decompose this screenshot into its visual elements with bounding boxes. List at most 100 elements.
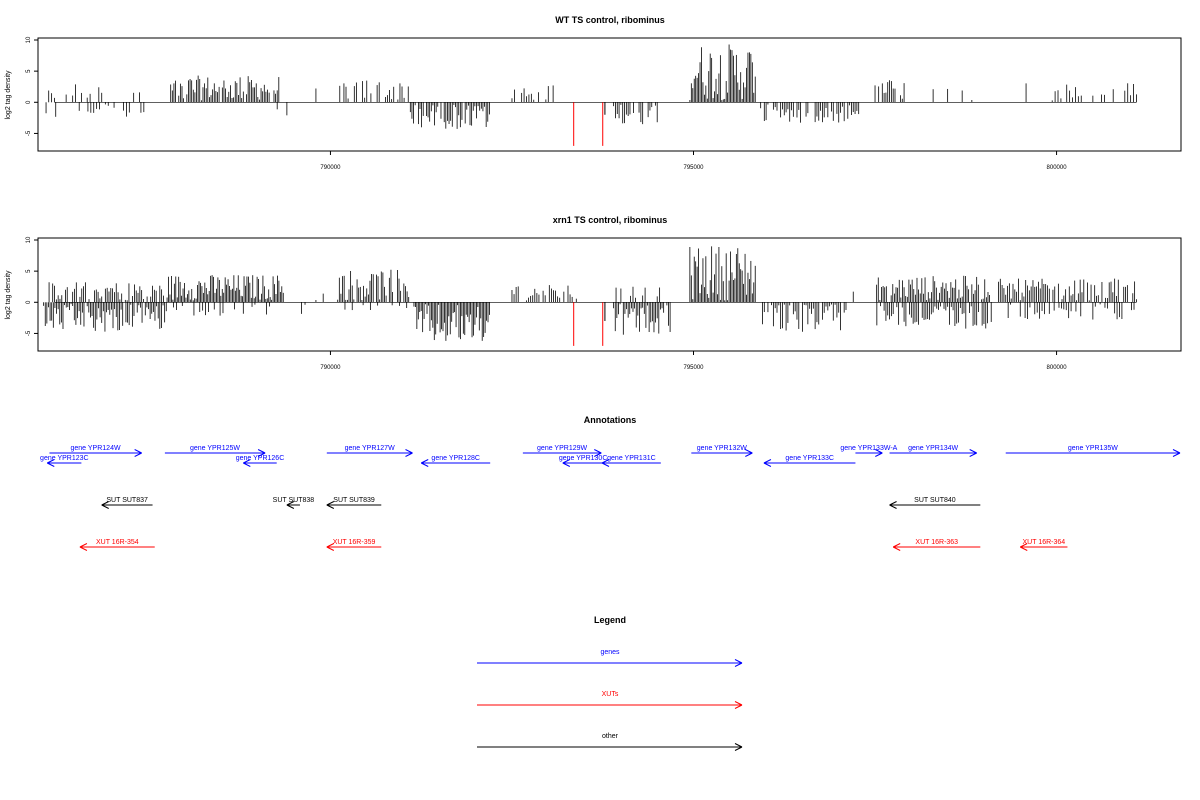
feature-arrow: [326, 449, 413, 457]
legend-title: Legend: [594, 615, 626, 625]
feature-label: gene YPR132W: [697, 445, 747, 452]
legend-item: genes: [477, 649, 743, 667]
legend-item: XUTs: [477, 691, 743, 709]
annotation-feature: XUT 16R-364: [1020, 539, 1068, 551]
annotation-feature: SUT SUT837: [101, 497, 153, 509]
y-tick-label: 10: [26, 236, 32, 243]
density-bars: [43, 246, 1137, 346]
y-tick-label: 0: [26, 300, 32, 304]
feature-arrow: [1020, 543, 1068, 551]
feature-label: gene YPR124W: [71, 445, 121, 452]
feature-arrow: [49, 449, 142, 457]
feature-arrow: [892, 543, 981, 551]
legend-arrow: [477, 743, 743, 751]
density-bars: [45, 44, 1137, 146]
y-tick-label: -5: [26, 130, 32, 136]
x-tick-label: 800000: [1047, 365, 1068, 371]
legend-arrow: [477, 659, 743, 667]
annotation-feature: gene YPR126C: [236, 455, 284, 467]
feature-arrow: [47, 459, 82, 467]
y-tick-label: 5: [26, 269, 32, 273]
feature-arrow: [1005, 449, 1181, 457]
annotation-feature: SUT SUT838: [273, 497, 315, 509]
legend-label: other: [602, 733, 619, 740]
annotation-feature: XUT 16R-354: [79, 539, 155, 551]
x-tick-label: 795000: [683, 365, 704, 371]
annotation-feature: gene YPR133C: [763, 455, 856, 467]
annotation-feature: SUT SUT839: [326, 497, 382, 509]
wt-density-panel: WT TS control, ribominus log2 tag densit…: [5, 15, 1182, 171]
feature-arrow: [79, 543, 155, 551]
feature-arrow: [326, 501, 382, 509]
feature-label: XUT 16R-363: [915, 539, 958, 546]
annotation-feature: SUT SUT840: [889, 497, 981, 509]
feature-label: gene YPR127W: [345, 445, 395, 452]
feature-arrow: [601, 459, 661, 467]
annotation-feature: gene YPR134W: [889, 445, 977, 457]
annotation-feature: gene YPR130C: [559, 455, 608, 467]
feature-label: SUT SUT840: [914, 497, 956, 504]
legend-items: genes XUTs other: [477, 649, 743, 751]
y-axis-label: log2 tag density: [5, 270, 12, 320]
feature-label: gene YPR123C: [40, 455, 89, 462]
panel-title: xrn1 TS control, ribominus: [553, 215, 668, 225]
x-tick-label: 790000: [320, 165, 341, 171]
feature-arrow: [889, 449, 977, 457]
feature-label: gene YPR133W-A: [840, 445, 897, 452]
x-tick-label: 795000: [683, 165, 704, 171]
annotation-feature: gene YPR127W: [326, 445, 413, 457]
feature-arrow: [855, 449, 883, 457]
feature-label: gene YPR129W: [537, 445, 587, 452]
feature-label: SUT SUT838: [273, 497, 315, 504]
feature-label: gene YPR135W: [1068, 445, 1118, 452]
legend-label: genes: [600, 649, 620, 656]
feature-arrow: [243, 459, 277, 467]
feature-label: gene YPR131C: [607, 455, 656, 462]
feature-arrow: [164, 449, 266, 457]
annotation-feature: gene YPR125W: [164, 445, 266, 457]
feature-label: XUT 16R-364: [1023, 539, 1066, 546]
feature-arrow: [522, 449, 602, 457]
x-axis: 790000 795000 800000: [320, 151, 1067, 171]
feature-label: XUT 16R-354: [96, 539, 139, 546]
xrn1-density-panel: xrn1 TS control, ribominus log2 tag dens…: [5, 215, 1182, 371]
feature-arrow: [420, 459, 491, 467]
feature-label: gene YPR125W: [190, 445, 240, 452]
legend: Legend genes XUTs other: [477, 615, 743, 751]
annotation-feature: gene YPR133W-A: [840, 445, 898, 457]
annotation-feature: gene YPR124W: [49, 445, 142, 457]
feature-label: XUT 16R-359: [333, 539, 376, 546]
feature-label: gene YPR134W: [908, 445, 958, 452]
annotation-feature: XUT 16R-363: [892, 539, 981, 551]
plot-frame: [37, 37, 1182, 152]
annotations-title: Annotations: [584, 415, 637, 425]
feature-arrow: [286, 501, 300, 509]
y-axis: 10 5 0 -5: [26, 236, 38, 336]
y-tick-label: 0: [26, 100, 32, 104]
y-axis: 10 5 0 -5: [26, 36, 38, 136]
plot-frame: [37, 237, 1182, 352]
y-tick-label: 10: [26, 36, 32, 43]
annotation-feature: gene YPR132W: [691, 445, 753, 457]
y-tick-label: -5: [26, 330, 32, 336]
panel-title: WT TS control, ribominus: [555, 15, 665, 25]
annotation-feature: XUT 16R-359: [326, 539, 382, 551]
feature-label: gene YPR133C: [785, 455, 834, 462]
feature-arrow: [691, 449, 753, 457]
legend-label: XUTs: [602, 691, 619, 698]
feature-arrow: [101, 501, 153, 509]
feature-label: gene YPR130C: [559, 455, 608, 462]
annotation-feature: gene YPR131C: [601, 455, 661, 467]
y-axis-label: log2 tag density: [5, 70, 12, 120]
annotation-feature: gene YPR135W: [1005, 445, 1181, 457]
feature-arrow: [326, 543, 382, 551]
y-tick-label: 5: [26, 69, 32, 73]
annotation-feature: gene YPR123C: [40, 455, 89, 467]
feature-label: SUT SUT839: [333, 497, 375, 504]
annotation-feature: gene YPR128C: [420, 455, 491, 467]
x-tick-label: 800000: [1047, 165, 1068, 171]
annotation-features: gene YPR124W gene YPR123C gene YPR125W gene…: [40, 445, 1181, 551]
x-axis: 790000 795000 800000: [320, 351, 1067, 371]
